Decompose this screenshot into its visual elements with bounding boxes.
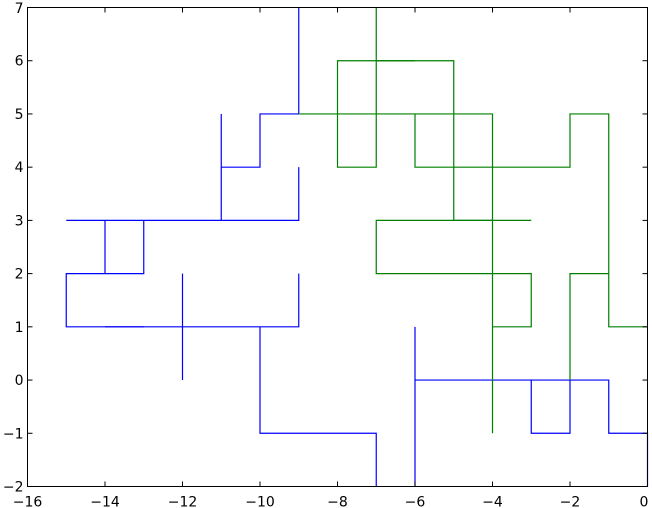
- y-tick-label: −2: [3, 480, 24, 496]
- x-tick-label: −12: [168, 495, 198, 508]
- series-1-line-segment-5: [259, 326, 377, 487]
- x-tick-label: −8: [327, 495, 348, 508]
- x-tick-label: 0: [640, 495, 649, 508]
- y-tick-label: 3: [15, 213, 24, 229]
- x-axis: −16 −14 −12 −10 −8 −6 −4 −2 0: [13, 7, 649, 508]
- y-tick-label: 7: [15, 1, 24, 17]
- y-tick-label: 4: [15, 160, 24, 176]
- x-tick-label: −10: [245, 495, 275, 508]
- y-tick-label: 2: [15, 267, 24, 283]
- x-tick-label: −14: [90, 495, 120, 508]
- series-2-line-segment-4: [414, 113, 648, 328]
- y-tick-label: 1: [15, 320, 24, 336]
- series-1-line-segment-7: [530, 380, 571, 434]
- y-tick-label: 6: [15, 54, 24, 70]
- series-2-line-segment-6: [569, 273, 609, 381]
- y-tick-label: 5: [15, 107, 24, 123]
- x-tick-label: −6: [405, 495, 426, 508]
- x-tick-label: −2: [560, 495, 581, 508]
- series-1-line-segment-1: [220, 7, 300, 221]
- y-axis: −2 −1 0 1 2 3 4 5 6 7: [3, 1, 648, 496]
- series-2-line-segment-5: [375, 219, 532, 328]
- y-tick-label: 0: [15, 373, 24, 389]
- x-tick-label: −16: [13, 495, 43, 508]
- x-tick-label: −4: [482, 495, 503, 508]
- y-tick-label: −1: [3, 426, 24, 442]
